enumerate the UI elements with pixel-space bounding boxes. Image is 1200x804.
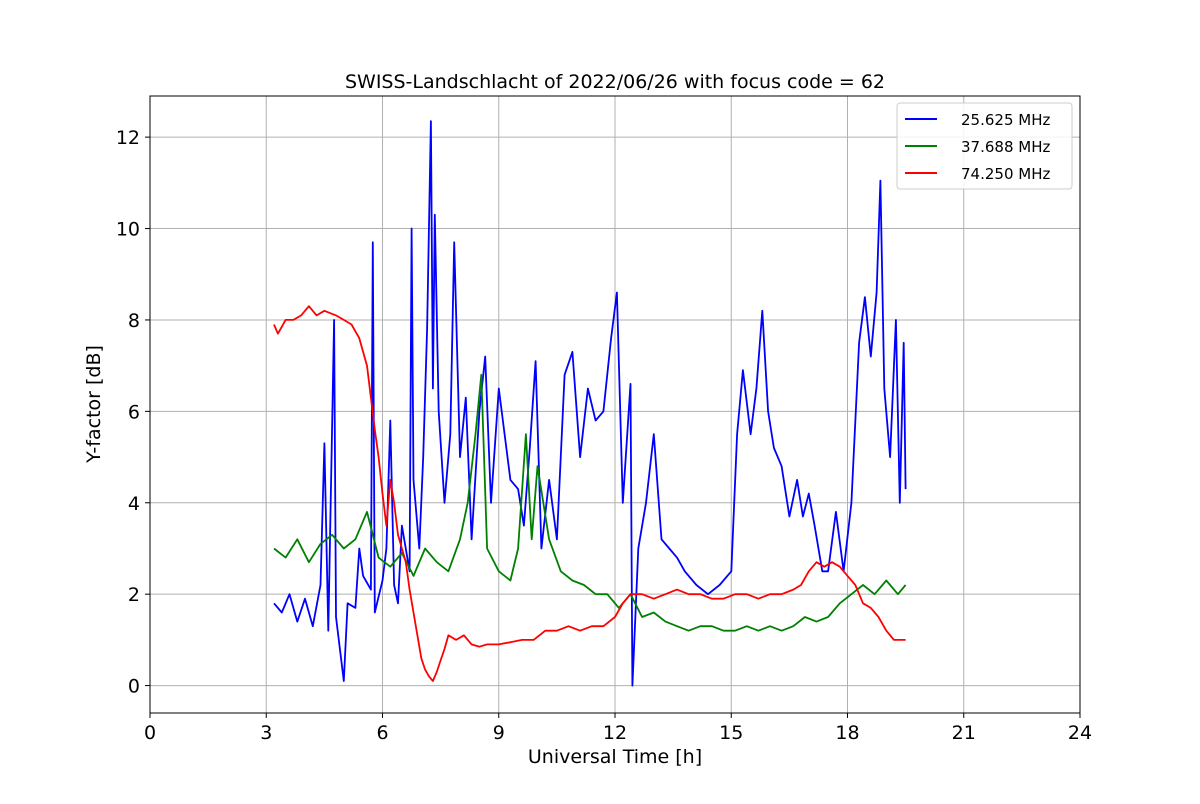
- x-tick-label: 24: [1068, 722, 1092, 744]
- x-tick-label: 3: [260, 722, 272, 744]
- legend: 25.625 MHz 37.688 MHz 74.250 MHz: [896, 102, 1073, 190]
- x-axis-ticks: 0 3 6 9 12 15 18 21 24: [144, 713, 1092, 744]
- x-tick-label: 15: [719, 722, 743, 744]
- y-tick-label: 0: [128, 676, 140, 698]
- y-axis-ticks: 0 2 4 6 8 10 12: [116, 127, 150, 698]
- y-axis-label: Y-factor [dB]: [83, 345, 105, 464]
- x-tick-label: 6: [376, 722, 388, 744]
- y-tick-label: 2: [128, 584, 140, 606]
- x-axis-label: Universal Time [h]: [528, 746, 702, 768]
- y-tick-label: 6: [128, 401, 140, 423]
- y-tick-label: 4: [128, 493, 140, 515]
- legend-label: 74.250 MHz: [961, 165, 1050, 183]
- y-tick-label: 8: [128, 310, 140, 332]
- y-tick-label: 10: [116, 219, 140, 241]
- x-tick-label: 9: [493, 722, 505, 744]
- series-layer: [273, 120, 907, 687]
- series-line-74-250-mhz: [273, 305, 906, 682]
- series-line-37-688-mhz: [273, 373, 907, 632]
- legend-label: 37.688 MHz: [961, 138, 1050, 156]
- x-tick-label: 0: [144, 722, 156, 744]
- chart-title: SWISS-Landschlacht of 2022/06/26 with fo…: [345, 71, 885, 93]
- legend-box: [896, 102, 1073, 190]
- x-tick-label: 12: [603, 722, 627, 744]
- series-line-25-625-mhz: [273, 120, 907, 687]
- x-tick-label: 21: [952, 722, 976, 744]
- y-tick-label: 12: [116, 127, 140, 149]
- x-tick-label: 18: [835, 722, 859, 744]
- legend-label: 25.625 MHz: [961, 111, 1050, 129]
